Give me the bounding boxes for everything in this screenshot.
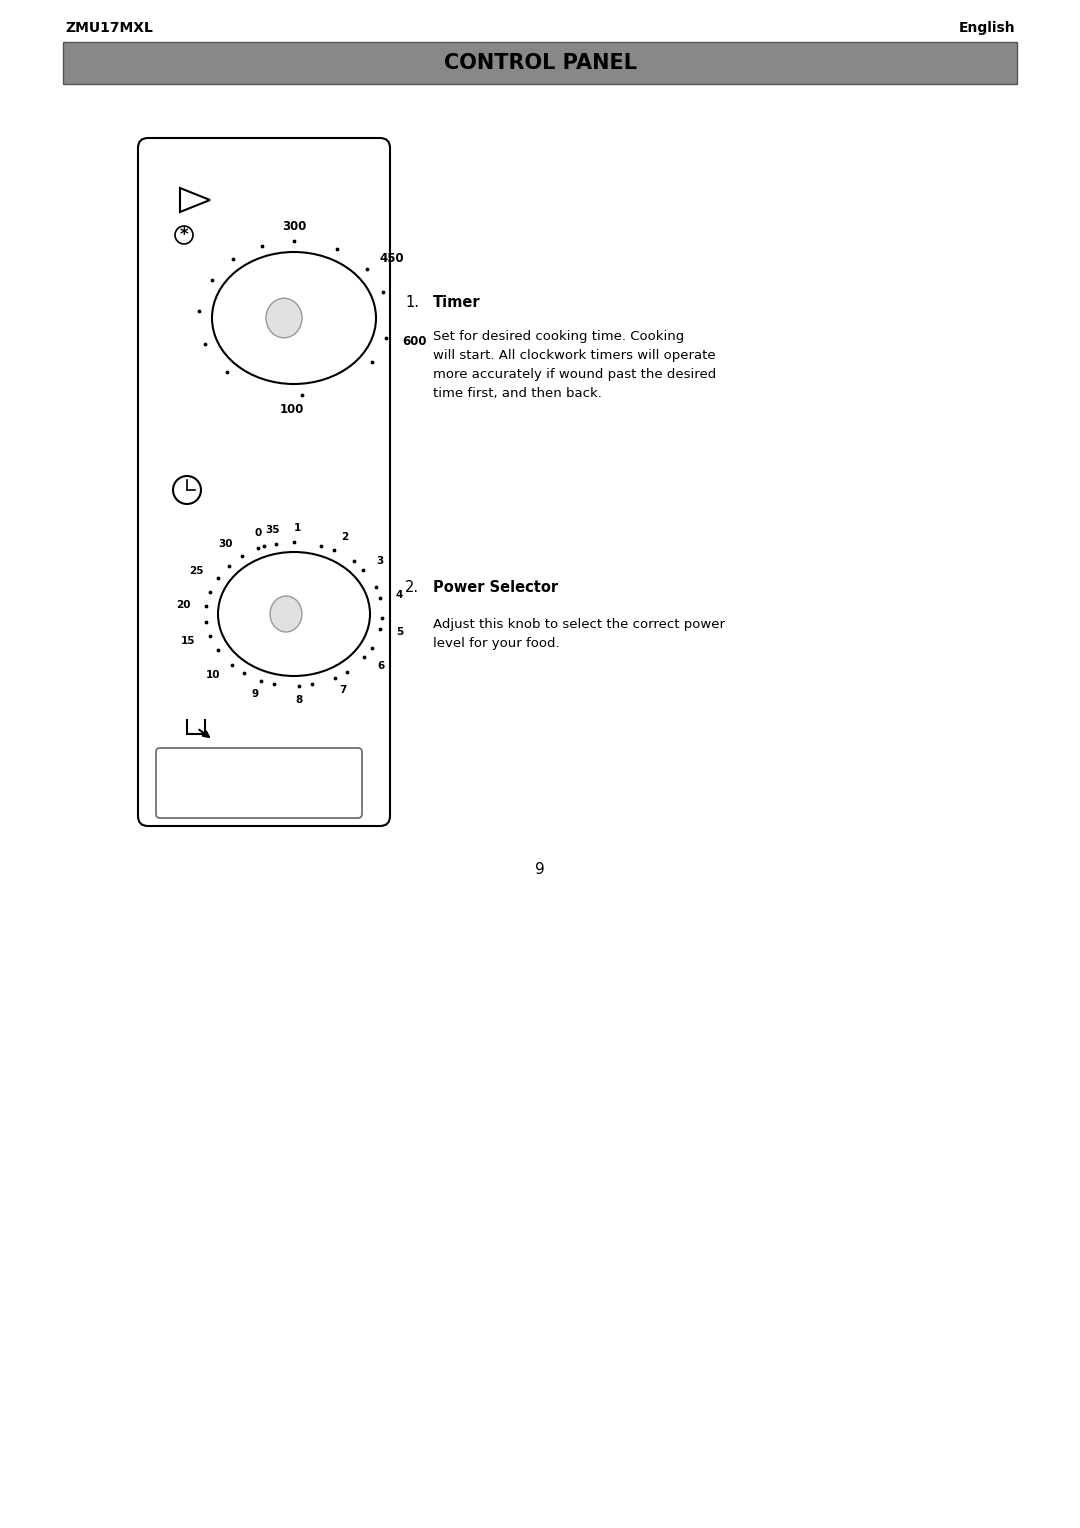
Bar bbox=[63, 41, 1017, 84]
Text: 1: 1 bbox=[294, 523, 301, 533]
Text: Adjust this knob to select the correct power
level for your food.: Adjust this knob to select the correct p… bbox=[433, 617, 725, 649]
Text: 7: 7 bbox=[339, 685, 347, 695]
Text: 15: 15 bbox=[180, 636, 195, 645]
Text: 9: 9 bbox=[535, 862, 545, 877]
FancyBboxPatch shape bbox=[156, 749, 362, 817]
Text: 0: 0 bbox=[255, 529, 262, 538]
Text: 9: 9 bbox=[252, 689, 258, 698]
Text: 8: 8 bbox=[296, 695, 303, 704]
Ellipse shape bbox=[218, 552, 370, 675]
Ellipse shape bbox=[270, 596, 302, 633]
Text: 30: 30 bbox=[218, 539, 233, 550]
FancyBboxPatch shape bbox=[138, 138, 390, 827]
Text: *: * bbox=[179, 226, 188, 244]
Text: Set for desired cooking time. Cooking
will start. All clockwork timers will oper: Set for desired cooking time. Cooking wi… bbox=[433, 330, 716, 400]
Text: 300: 300 bbox=[282, 220, 307, 232]
Text: 2: 2 bbox=[341, 532, 349, 542]
Text: 6: 6 bbox=[377, 660, 384, 671]
Text: 2.: 2. bbox=[405, 581, 419, 594]
Text: 4: 4 bbox=[395, 590, 403, 599]
Text: 600: 600 bbox=[402, 335, 427, 348]
Text: 35: 35 bbox=[265, 526, 280, 535]
Text: 100: 100 bbox=[280, 403, 303, 416]
Text: CONTROL PANEL: CONTROL PANEL bbox=[444, 53, 636, 73]
Text: 3: 3 bbox=[376, 556, 383, 565]
Ellipse shape bbox=[266, 298, 302, 338]
Text: ZMU17MXL: ZMU17MXL bbox=[65, 21, 153, 35]
Text: 1.: 1. bbox=[405, 295, 419, 310]
Ellipse shape bbox=[212, 252, 376, 384]
Text: 450: 450 bbox=[380, 252, 404, 266]
Text: English: English bbox=[958, 21, 1015, 35]
Text: Power Selector: Power Selector bbox=[433, 581, 558, 594]
Text: 10: 10 bbox=[206, 669, 220, 680]
Text: 5: 5 bbox=[395, 626, 403, 637]
Text: 20: 20 bbox=[176, 601, 190, 610]
Text: Timer: Timer bbox=[433, 295, 481, 310]
Text: 25: 25 bbox=[189, 565, 204, 576]
